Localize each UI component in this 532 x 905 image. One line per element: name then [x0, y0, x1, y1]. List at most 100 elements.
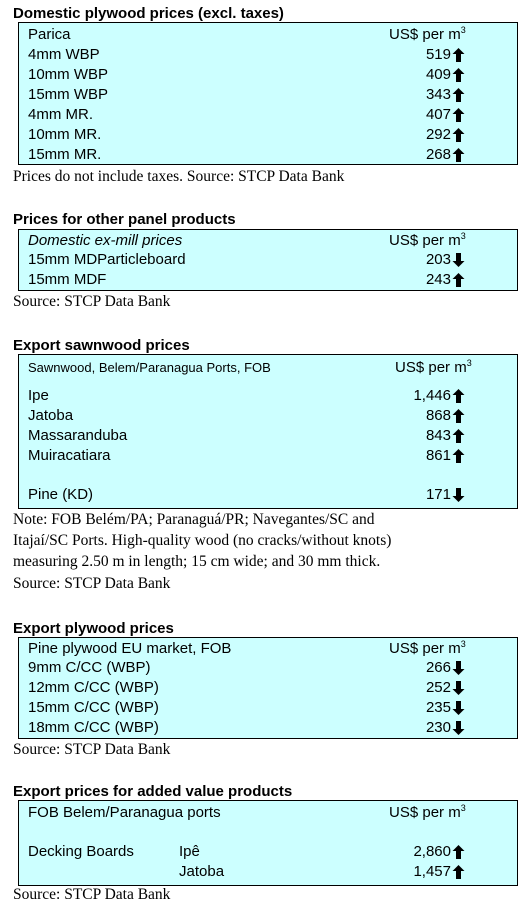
arrow-up-icon	[452, 48, 465, 62]
added-value-title: Export prices for added value products	[13, 783, 293, 800]
other-panels-title: Prices for other panel products	[13, 211, 236, 228]
table-row: 15mm C/CC (WBP) 235	[19, 698, 517, 718]
row-value: 1,457	[413, 863, 451, 880]
arrow-down-icon	[452, 253, 465, 267]
arrow-up-icon	[452, 108, 465, 122]
domestic-plywood-title: Domestic plywood prices (excl. taxes)	[13, 5, 284, 22]
row-species: Ipê	[179, 843, 200, 860]
table-row: 9mm C/CC (WBP) 266	[19, 658, 517, 678]
row-value: 171	[425, 486, 451, 503]
unit-label: US$ per m3	[389, 639, 466, 658]
other-panels-note: Source: STCP Data Bank	[13, 293, 171, 310]
row-label: Muiracatiara	[28, 447, 111, 464]
table-header: Domestic ex-mill prices US$ per m3	[19, 231, 517, 251]
table-row: 4mm WBP 519	[19, 45, 517, 65]
row-value: 861	[425, 447, 451, 464]
row-label: 15mm C/CC (WBP)	[28, 699, 159, 716]
arrow-up-icon	[452, 128, 465, 142]
table-row: 15mm WBP 343	[19, 85, 517, 105]
row-value: 243	[425, 271, 451, 288]
arrow-up-icon	[452, 273, 465, 287]
row-label: 4mm WBP	[28, 46, 100, 63]
row-label: 15mm WBP	[28, 86, 109, 103]
export-sawnwood-source: Source: STCP Data Bank	[13, 575, 171, 592]
unit-label: US$ per m3	[395, 358, 472, 377]
row-value: 868	[425, 407, 451, 424]
arrow-up-icon	[452, 88, 465, 102]
header-label: Domestic ex-mill prices	[28, 232, 183, 249]
arrow-up-icon	[452, 449, 465, 463]
row-label: Ipe	[28, 387, 49, 404]
row-label: 10mm MR.	[28, 126, 102, 143]
arrow-up-icon	[452, 865, 465, 879]
table-row: Massaranduba 843	[19, 426, 517, 446]
table-row: 15mm MDParticleboard 203	[19, 250, 517, 270]
table-row: 15mm MDF 243	[19, 270, 517, 290]
row-value: 292	[425, 126, 451, 143]
table-header: Pine plywood EU market, FOB US$ per m3	[19, 639, 517, 659]
row-label: 10mm WBP	[28, 66, 109, 83]
table-row: 10mm WBP 409	[19, 65, 517, 85]
export-sawnwood-note-line: Note: FOB Belém/PA; Paranaguá/PR; Navega…	[13, 511, 375, 528]
unit-label: US$ per m3	[389, 231, 466, 250]
export-sawnwood-note-line: measuring 2.50 m in length; 15 cm wide; …	[13, 553, 381, 570]
row-label: 12mm C/CC (WBP)	[28, 679, 159, 696]
row-label: 15mm MR.	[28, 146, 102, 163]
arrow-down-icon	[452, 681, 465, 695]
arrow-up-icon	[452, 389, 465, 403]
arrow-up-icon	[452, 409, 465, 423]
header-label: Pine plywood EU market, FOB	[28, 640, 232, 657]
export-plywood-note: Source: STCP Data Bank	[13, 741, 171, 758]
row-value: 519	[425, 46, 451, 63]
arrow-down-icon	[452, 661, 465, 675]
row-label: 15mm MDF	[28, 271, 107, 288]
row-value: 1,446	[413, 387, 451, 404]
row-value: 2,860	[413, 843, 451, 860]
row-value: 268	[425, 146, 451, 163]
row-value: 343	[425, 86, 451, 103]
header-label: Parica	[28, 26, 71, 43]
row-value: 266	[425, 659, 451, 676]
row-value: 843	[425, 427, 451, 444]
arrow-up-icon	[452, 845, 465, 859]
arrow-up-icon	[452, 148, 465, 162]
added-value-note: Source: STCP Data Bank	[13, 886, 171, 903]
table-header: Sawnwood, Belem/Paranagua Ports, FOB US$…	[19, 358, 517, 378]
row-species: Jatoba	[179, 863, 225, 880]
table-row: 10mm MR. 292	[19, 125, 517, 145]
row-label: 4mm MR.	[28, 106, 93, 123]
row-label: Massaranduba	[28, 427, 128, 444]
arrow-down-icon	[452, 701, 465, 715]
export-plywood-title: Export plywood prices	[13, 620, 174, 637]
table-row: Pine (KD) 171	[19, 485, 517, 505]
table-row: 18mm C/CC (WBP) 230	[19, 718, 517, 738]
arrow-down-icon	[452, 488, 465, 502]
row-value: 230	[425, 719, 451, 736]
table-header: FOB Belem/Paranagua ports US$ per m3	[19, 803, 517, 823]
row-value: 407	[425, 106, 451, 123]
table-row: Jatoba 868	[19, 406, 517, 426]
row-label: Pine (KD)	[28, 486, 94, 503]
row-value: 252	[425, 679, 451, 696]
domestic-plywood-note: Prices do not include taxes. Source: STC…	[13, 168, 345, 185]
row-value: 235	[425, 699, 451, 716]
other-panels-table: Domestic ex-mill prices US$ per m3 15mm …	[18, 229, 518, 291]
export-plywood-table: Pine plywood EU market, FOB US$ per m3 9…	[18, 637, 518, 739]
table-row: Jatoba 1,457	[19, 862, 517, 882]
export-sawnwood-title: Export sawnwood prices	[13, 337, 190, 354]
row-label: Decking Boards	[28, 843, 134, 860]
row-value: 409	[425, 66, 451, 83]
added-value-table: FOB Belem/Paranagua ports US$ per m3 Dec…	[18, 800, 518, 886]
header-label: Sawnwood, Belem/Paranagua Ports, FOB	[28, 360, 271, 375]
arrow-down-icon	[452, 721, 465, 735]
domestic-plywood-table: Parica US$ per m3 4mm WBP 519 10mm WBP 4…	[18, 22, 518, 165]
unit-label: US$ per m3	[389, 803, 466, 822]
table-row: 12mm C/CC (WBP) 252	[19, 678, 517, 698]
arrow-up-icon	[452, 68, 465, 82]
table-row: Muiracatiara 861	[19, 446, 517, 466]
table-row: 15mm MR. 268	[19, 145, 517, 165]
table-row: Decking Boards Ipê 2,860	[19, 842, 517, 862]
row-value: 203	[425, 251, 451, 268]
table-header: Parica US$ per m3	[19, 25, 517, 45]
export-sawnwood-table: Sawnwood, Belem/Paranagua Ports, FOB US$…	[18, 354, 518, 509]
